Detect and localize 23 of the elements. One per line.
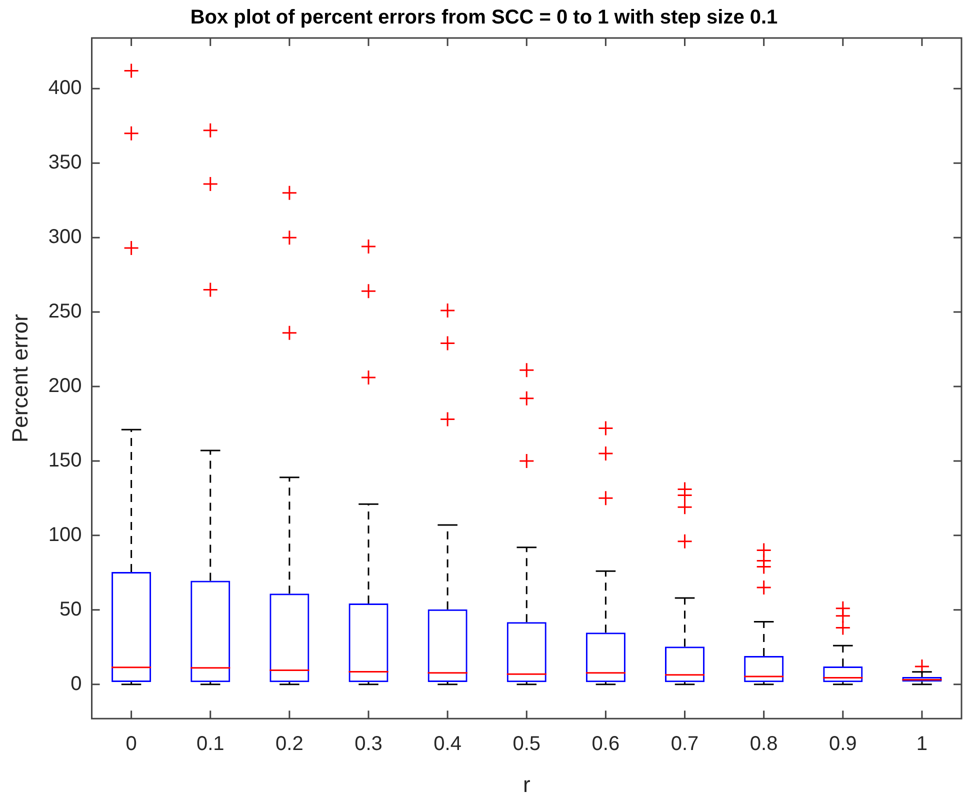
x-tick-label: 0 [126, 733, 137, 756]
x-axis-title: r [522, 772, 530, 797]
y-tick-label: 0 [70, 672, 82, 695]
x-tick-label: 0.2 [276, 733, 304, 756]
x-tick-label: 0.5 [512, 733, 541, 756]
x-tick-label: 1 [916, 733, 928, 756]
x-tick-label: 0.3 [354, 733, 382, 756]
y-tick-label: 350 [48, 152, 82, 174]
x-tick-label: 0.4 [434, 733, 462, 756]
chart-title: Box plot of percent errors from SCC = 0 to 1 with step size 0.1 [190, 6, 778, 29]
y-tick-label: 300 [48, 226, 82, 248]
y-tick-label: 400 [48, 77, 82, 100]
y-tick-label: 100 [48, 524, 82, 546]
x-tick-label: 0.1 [196, 733, 224, 756]
x-tick-label: 0.7 [670, 733, 699, 756]
x-tick-label: 0.8 [750, 733, 778, 756]
y-tick-label: 200 [48, 375, 82, 398]
y-tick-label: 150 [48, 449, 82, 472]
x-tick-label: 0.6 [592, 733, 620, 756]
y-axis-title: Percent error [7, 314, 32, 442]
y-tick-label: 250 [48, 300, 82, 323]
x-tick-label: 0.9 [828, 733, 857, 756]
y-tick-label: 50 [60, 598, 82, 620]
